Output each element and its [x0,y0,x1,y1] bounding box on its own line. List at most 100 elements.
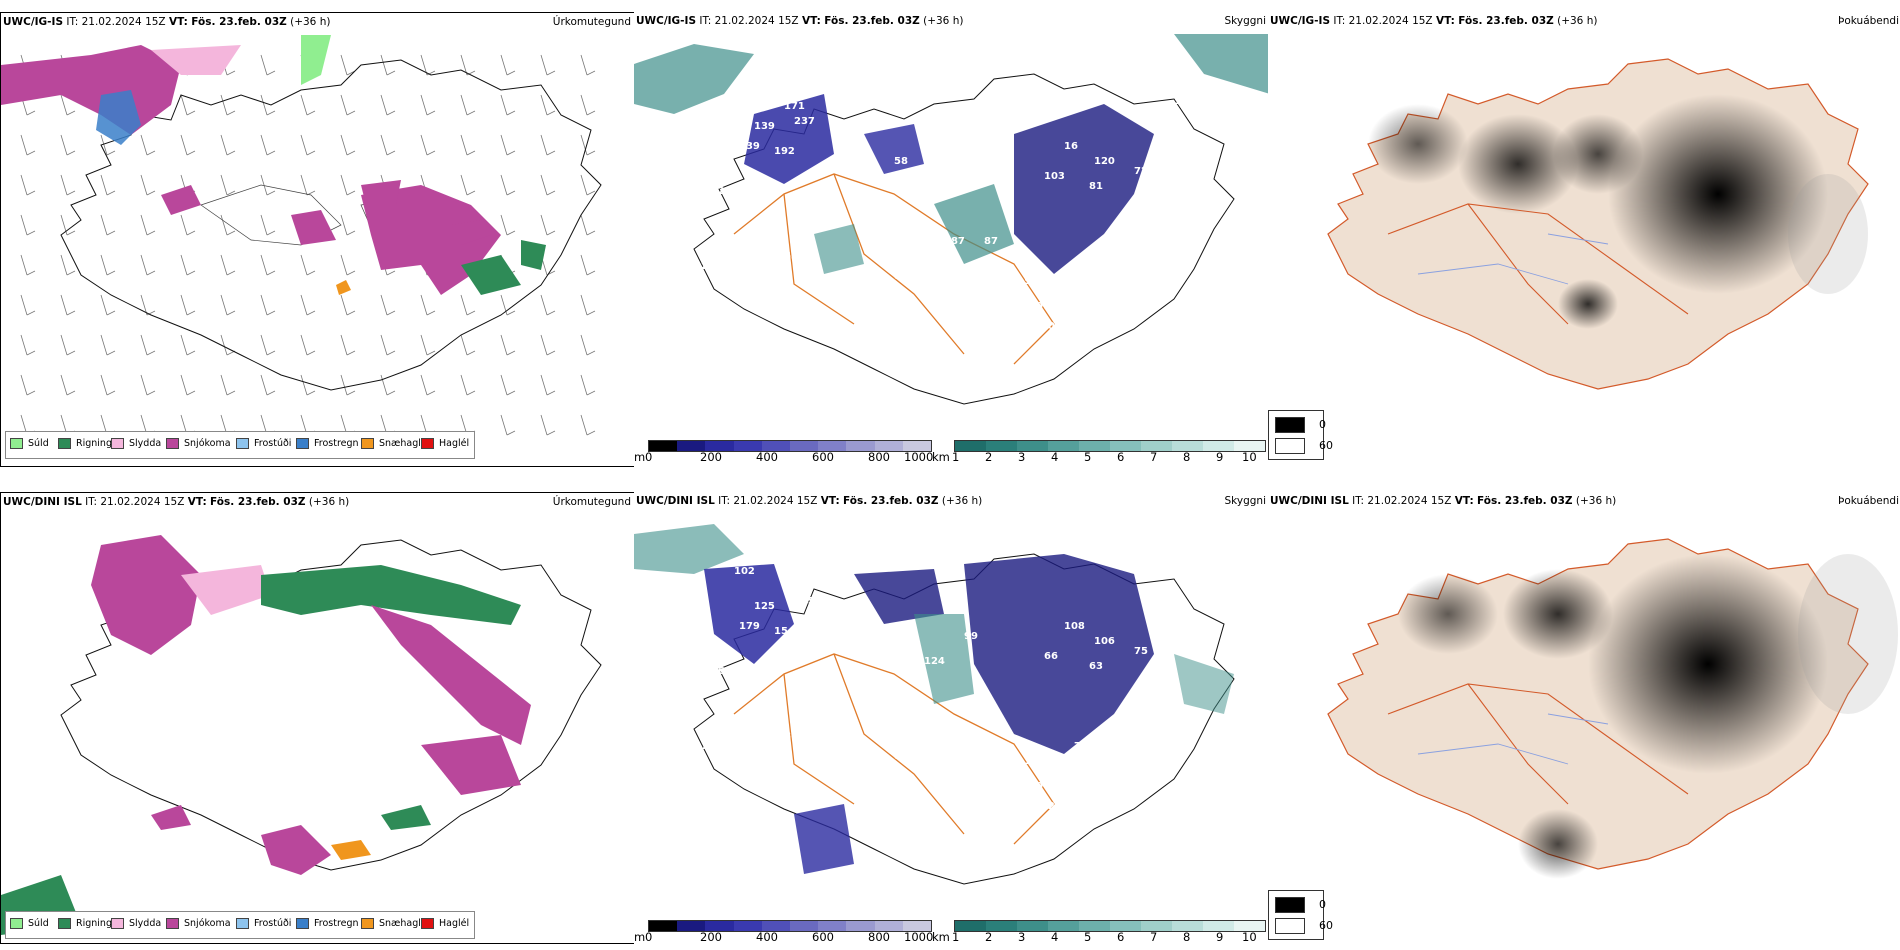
wind-barb [20,374,36,396]
wind-barb [140,294,156,316]
visibility-value-label: 16 [1064,141,1078,152]
visibility-value-label: 65 [784,251,798,262]
scale-tick: 1000 [904,450,934,464]
visibility-value-label: 123 [1074,261,1095,272]
wind-barb [340,334,356,356]
legend-item: Snæhagl [361,438,421,450]
wind-barb [580,174,596,196]
wind-barb [100,294,116,316]
visibility-value-label: 439 [739,141,760,152]
wind-barb [540,134,556,156]
scale-segment [846,441,875,451]
fog-legend: 0 60 [1268,410,1333,460]
panel-type-title: Þokuábendi [1838,15,1899,27]
visibility-value-label: 124 [924,656,945,667]
visibility-value-label: 287 [944,236,965,247]
wind-barb [100,134,116,156]
wind-barb [340,94,356,116]
visibility-value-label: 123 [694,261,715,272]
visibility-value-label: 153 [834,131,855,142]
visibility-value-label: 97 [694,741,708,752]
scale-tick: 1 [952,930,960,944]
swatch [1275,918,1305,934]
fog-legend-label: 60 [1319,439,1333,452]
vis-scale-km-bar [954,920,1266,932]
wind-barb [500,294,516,316]
swatch [361,438,374,449]
swatch [58,918,71,929]
scale-tick: 6 [1117,450,1125,464]
scale-segment [1017,441,1048,451]
visibility-value-label: 81 [1089,181,1103,192]
visibility-value-label: 101 [1024,756,1045,767]
scale-segment [1079,921,1110,931]
visibility-value-label: 78 [1074,741,1088,752]
precip-legend: Súld Rigning Slydda Snjókoma Frostúði Fr… [5,911,475,939]
visibility-panel-dini: UWC/DINI ISL IT: 21.02.2024 15Z VT: Fös.… [634,492,1270,944]
swatch [1275,417,1305,433]
scale-segment [761,441,791,451]
legend-item: Súld [10,438,49,450]
visibility-value-label: 83 [894,751,908,762]
visibility-map: 159 171 139 237 439 192 482 153 58 192 132 16 120 103… [634,34,1270,417]
wind-barb [460,54,476,76]
visibility-value-label: 58 [894,156,908,167]
precip-map [1,35,602,436]
swatch [236,438,249,449]
swatch [1275,438,1305,454]
scale-segment [902,921,932,931]
wind-barb [140,214,156,236]
wind-barb [460,134,476,156]
vis-scale-m-bar [648,920,932,932]
vis-scale-km: km 1 2 3 4 5 6 7 8 9 10 [932,440,1270,464]
visibility-value-label: 50 [1029,781,1043,792]
panel-header: UWC/DINI ISL IT: 21.02.2024 15Z VT: Fös.… [3,496,350,508]
visibility-value-label: 168 [899,256,920,267]
visibility-value-label: 67 [874,296,888,307]
wind-barb [140,374,156,396]
wind-barb [140,254,156,276]
scale-segment [1110,441,1141,451]
panel-header: UWC/DINI ISL IT: 21.02.2024 15Z VT: Fös.… [636,495,983,507]
scale-tick: 200 [700,930,722,944]
wind-barb [220,94,236,116]
wind-barb [100,254,116,276]
fog-panel-igis: UWC/IG-IS IT: 21.02.2024 15Z VT: Fös. 23… [1268,12,1900,467]
visibility-value-label: 198 [984,716,1005,727]
wind-barb [420,374,436,396]
wind-barb [500,174,516,196]
vis-scale-km: km 1 2 3 4 5 6 7 8 9 10 [932,920,1270,944]
legend-item: Haglél [421,918,469,930]
scale-unit: m [634,450,646,464]
wind-barb [420,334,436,356]
scale-segment [955,441,986,451]
wind-barb [180,94,196,116]
visibility-value-label: 156 [899,736,920,747]
scale-segment [986,921,1017,931]
scale-tick: 9 [1216,450,1224,464]
wind-barb [20,254,36,276]
scale-segment [1172,441,1203,451]
visibility-value-label: 122 [1034,801,1055,812]
wind-barb [580,414,596,436]
scale-segment [986,441,1017,451]
visibility-value-label: 165 [1064,346,1085,357]
wind-barb [140,174,156,196]
scale-segment [846,921,875,931]
wind-barb [220,374,236,396]
scale-tick: 8 [1183,450,1191,464]
wind-barb [340,54,356,76]
visibility-value-label: 108 [1064,621,1085,632]
wind-barb [500,334,516,356]
visibility-value-label: 107 [1029,301,1050,312]
visibility-value-label: 482 [704,186,725,197]
wind-barb [180,294,196,316]
scale-segment [1203,921,1234,931]
scale-segment [790,921,819,931]
visibility-value-label: 119 [799,196,820,207]
visibility-value-label: 115 [1104,786,1125,797]
swatch [58,438,71,449]
scale-tick: 200 [700,450,722,464]
precip-panel-igis: UWC/IG-IS IT: 21.02.2024 15Z VT: Fös. 23… [0,12,636,467]
visibility-value-label: 88 [1154,196,1168,207]
